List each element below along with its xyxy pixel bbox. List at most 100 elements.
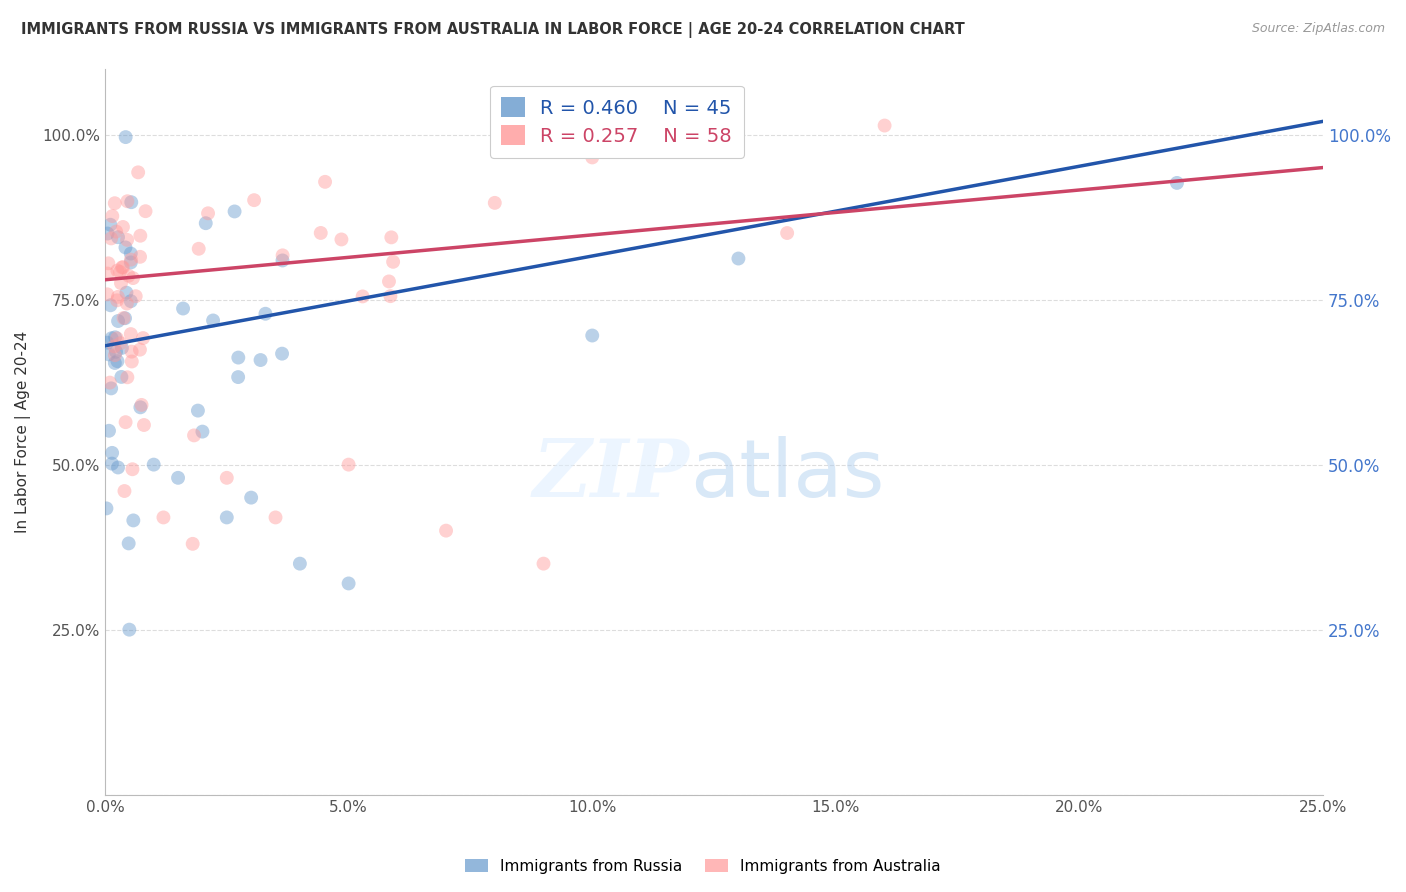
Point: [98, 424, 121, 438]
Point: [108, 265, 131, 279]
Point: [115, 296, 138, 310]
Point: [183, 428, 205, 442]
Point: [215, 471, 238, 485]
Point: [114, 415, 136, 429]
Point: [142, 458, 165, 472]
Point: [121, 354, 143, 368]
Point: [97, 347, 120, 361]
Point: [101, 209, 124, 223]
Point: [112, 310, 135, 325]
Text: IMMIGRANTS FROM RUSSIA VS IMMIGRANTS FROM AUSTRALIA IN LABOR FORCE | AGE 20-24 C: IMMIGRANTS FROM RUSSIA VS IMMIGRANTS FRO…: [21, 22, 965, 38]
Point: [118, 623, 141, 637]
Point: [484, 195, 506, 210]
Point: [129, 250, 152, 264]
Point: [117, 370, 139, 384]
Point: [105, 263, 128, 277]
Point: [122, 271, 145, 285]
Point: [167, 471, 190, 485]
Point: [120, 252, 142, 267]
Point: [271, 346, 294, 360]
Point: [271, 253, 294, 268]
Point: [264, 510, 287, 524]
Point: [243, 193, 266, 207]
Point: [98, 376, 121, 390]
Point: [120, 255, 142, 269]
Point: [110, 370, 132, 384]
Point: [1166, 176, 1188, 190]
Point: [122, 513, 145, 527]
Point: [330, 232, 353, 246]
Point: [105, 344, 128, 359]
Text: Source: ZipAtlas.com: Source: ZipAtlas.com: [1251, 22, 1385, 36]
Point: [240, 491, 263, 505]
Point: [105, 293, 128, 308]
Point: [191, 425, 214, 439]
Point: [181, 537, 204, 551]
Point: [104, 348, 127, 362]
Legend: R = 0.460    N = 45, R = 0.257    N = 58: R = 0.460 N = 45, R = 0.257 N = 58: [489, 86, 744, 158]
Point: [309, 226, 332, 240]
Point: [120, 195, 142, 210]
Point: [100, 331, 122, 345]
Point: [105, 331, 128, 345]
Point: [100, 231, 122, 245]
Point: [314, 175, 336, 189]
Point: [107, 230, 129, 244]
Point: [100, 381, 122, 395]
Point: [107, 314, 129, 328]
Point: [337, 576, 360, 591]
Point: [115, 233, 138, 247]
Y-axis label: In Labor Force | Age 20-24: In Labor Force | Age 20-24: [15, 330, 31, 533]
Point: [118, 536, 141, 550]
Point: [187, 403, 209, 417]
Point: [96, 501, 118, 516]
Point: [129, 228, 152, 243]
Point: [107, 460, 129, 475]
Point: [101, 457, 124, 471]
Point: [96, 335, 118, 350]
Point: [533, 557, 555, 571]
Point: [117, 268, 139, 283]
Point: [380, 230, 402, 244]
Point: [104, 330, 127, 344]
Point: [98, 218, 121, 232]
Point: [96, 227, 118, 241]
Point: [187, 242, 209, 256]
Point: [378, 275, 401, 289]
Point: [254, 307, 277, 321]
Point: [224, 204, 246, 219]
Point: [120, 327, 142, 342]
Point: [111, 341, 134, 355]
Point: [337, 458, 360, 472]
Point: [172, 301, 194, 316]
Point: [120, 294, 142, 309]
Point: [96, 267, 118, 281]
Point: [114, 311, 136, 326]
Point: [103, 339, 125, 353]
Point: [132, 417, 155, 432]
Point: [104, 356, 127, 370]
Point: [129, 401, 152, 415]
Point: [96, 287, 118, 301]
Point: [97, 256, 120, 270]
Text: ZIP: ZIP: [533, 436, 690, 514]
Point: [111, 260, 134, 275]
Point: [110, 336, 132, 351]
Point: [380, 289, 402, 303]
Point: [226, 351, 249, 365]
Point: [194, 216, 217, 230]
Point: [131, 398, 153, 412]
Point: [101, 446, 124, 460]
Point: [226, 370, 249, 384]
Point: [197, 206, 219, 220]
Point: [271, 248, 294, 262]
Point: [135, 204, 157, 219]
Point: [104, 196, 127, 211]
Point: [120, 246, 142, 260]
Point: [727, 252, 749, 266]
Point: [581, 150, 603, 164]
Point: [434, 524, 457, 538]
Point: [152, 510, 174, 524]
Point: [776, 226, 799, 240]
Point: [111, 260, 134, 275]
